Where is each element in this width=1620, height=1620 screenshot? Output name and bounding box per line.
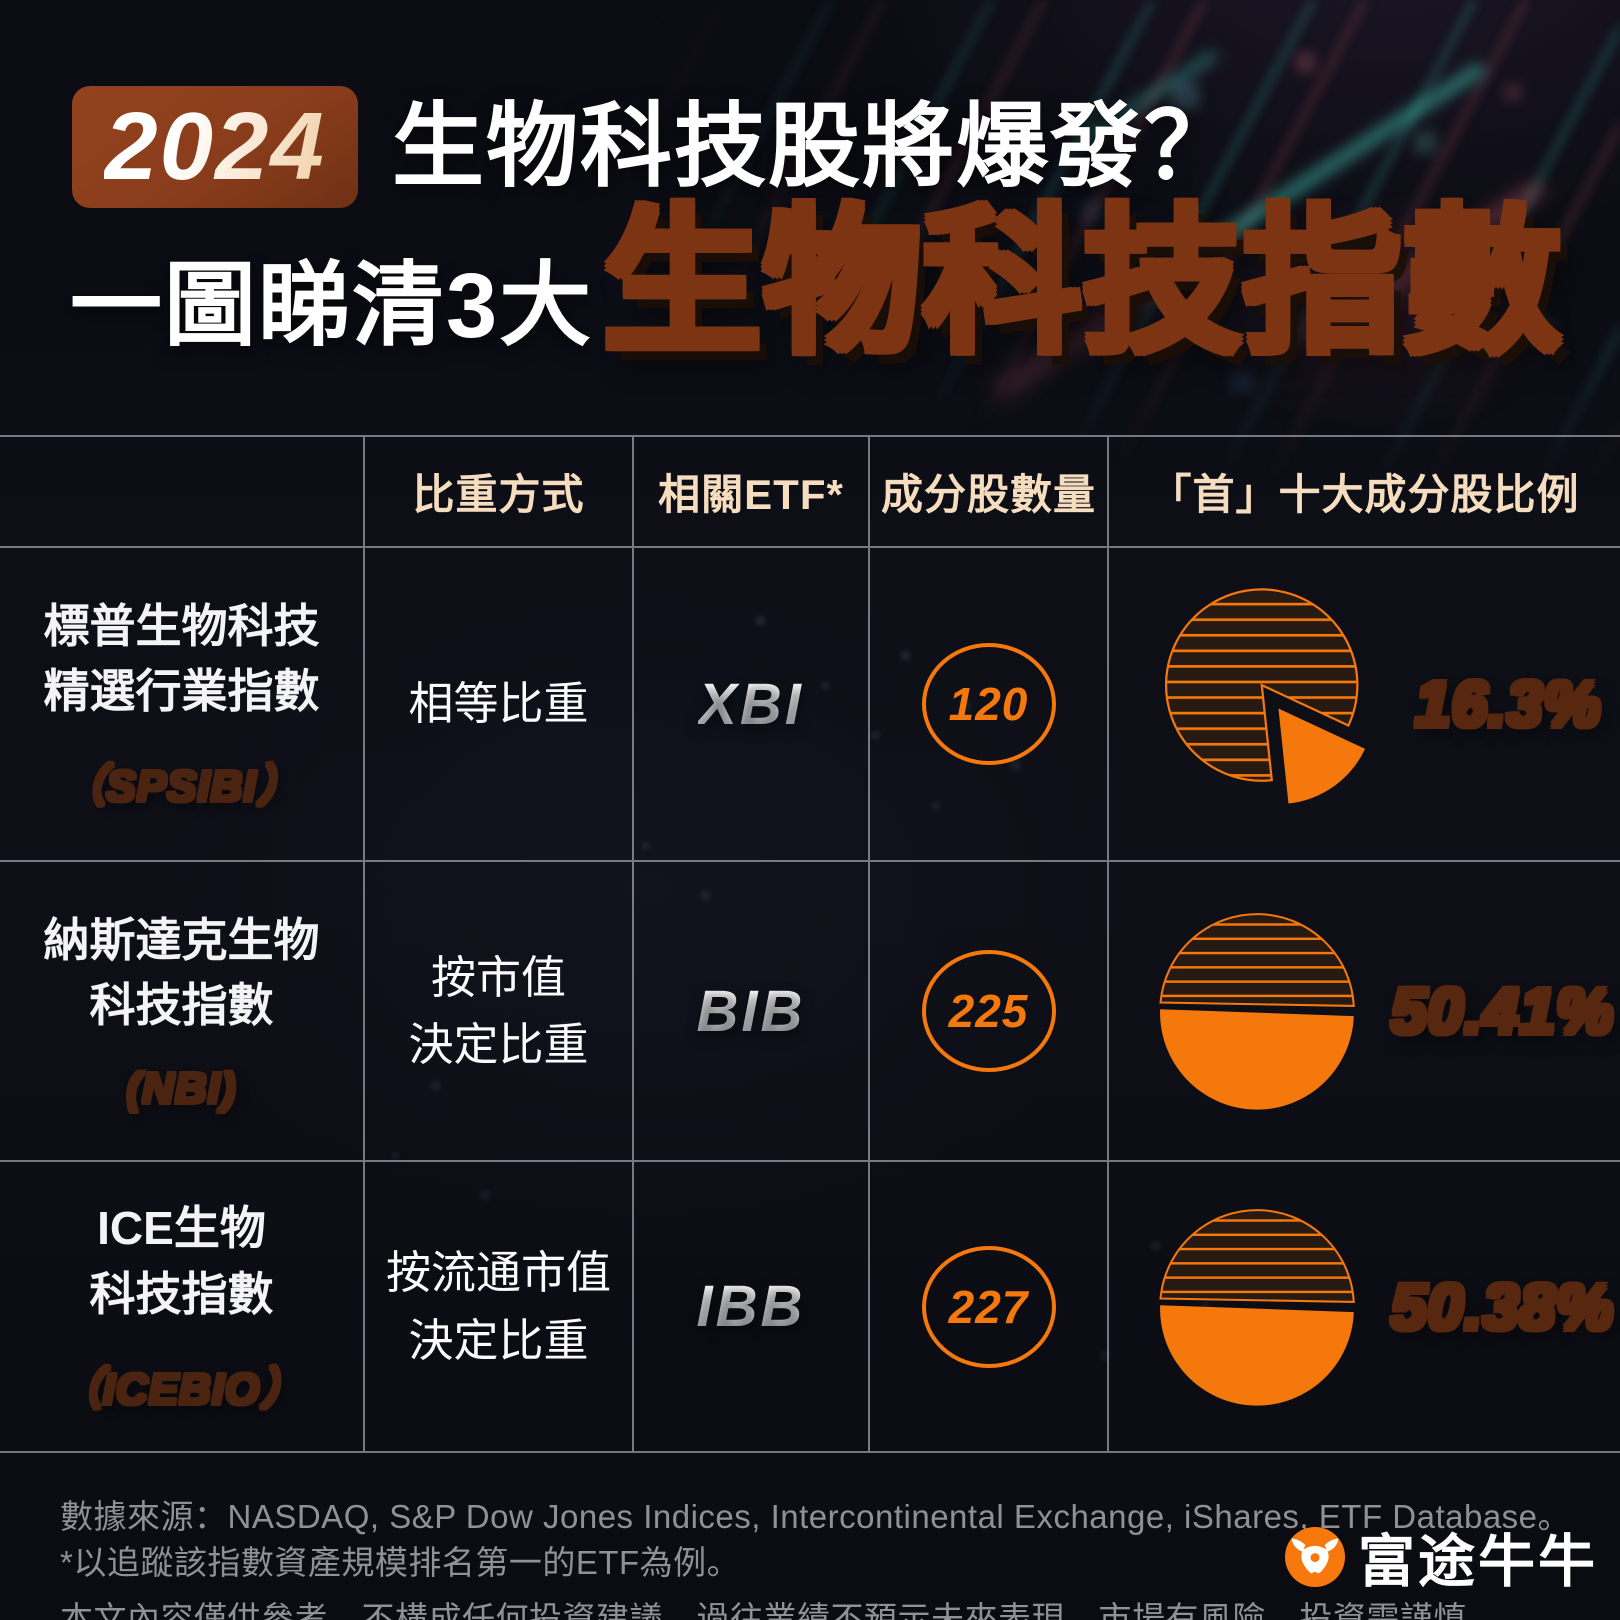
subheadline: 一圖睇清3大 生物科技指數 <box>70 198 1563 369</box>
index-name: 納斯達克生物 科技指數 <box>43 913 320 1031</box>
index-code: （SPSIBI） <box>61 750 301 814</box>
year-badge-text: 2024 <box>104 93 326 200</box>
disclaimer-note: 本文內容僅供參考，不構成任何投資建議。過往業績不預示未來表現，市場有風險，投資需… <box>60 1600 1501 1620</box>
table-row-nbi: 納斯達克生物 科技指數 (NBI) 按市值 決定比重 BIB 225 50.41… <box>0 862 1620 1162</box>
etf-ticker: IBB <box>696 1274 806 1339</box>
weighting-text: 相等比重 <box>408 678 589 730</box>
index-name-cell: ICE生物 科技指數 （ICEBIO） <box>0 1162 363 1451</box>
etf-cell: IBB <box>632 1162 868 1451</box>
pie-remainder-hatched <box>1159 1208 1355 1303</box>
top10-percentage: 50.41% <box>1391 975 1615 1047</box>
header-cell-empty <box>0 437 363 546</box>
constituents-cell: 120 <box>868 548 1107 860</box>
subhead-highlight: 生物科技指數 <box>603 195 1564 371</box>
top10-cell: 50.41% <box>1107 862 1620 1160</box>
etf-cell: BIB <box>632 862 868 1160</box>
headline: 生物科技股將爆發？ <box>392 96 1239 198</box>
constituents-cell: 227 <box>868 1162 1107 1451</box>
pie-top10-half <box>1160 1304 1354 1406</box>
table-header-row: 比重方式 相關ETF* 成分股數量 「首」十大成分股比例 <box>0 437 1620 548</box>
weighting-cell: 相等比重 <box>363 548 632 860</box>
header-label-top10: 「首」十大成分股比例 <box>1149 471 1580 518</box>
header-label-weighting: 比重方式 <box>412 471 585 518</box>
pie-chart-icebio <box>1159 1208 1355 1406</box>
futu-logo: 富途牛牛 <box>1285 1516 1598 1598</box>
index-name-cell: 納斯達克生物 科技指數 (NBI) <box>0 862 363 1160</box>
pie-top10-half <box>1160 1009 1354 1110</box>
header-cell-constituents: 成分股數量 <box>868 437 1107 546</box>
index-code: （ICEBIO） <box>58 1353 306 1417</box>
weighting-cell: 按市值 決定比重 <box>363 862 632 1160</box>
year-badge: 2024 <box>72 86 358 208</box>
header-label-etf: 相關ETF* <box>658 471 844 518</box>
constituent-count: 227 <box>948 1280 1029 1333</box>
top10-cell: 16.3% <box>1107 548 1620 860</box>
table-row-spsibi: 標普生物科技 精選行業指數 （SPSIBI） 相等比重 XBI 120 <box>0 548 1620 862</box>
top10-percentage: 16.3% <box>1415 668 1602 740</box>
constituents-cell: 225 <box>868 862 1107 1160</box>
pie-top10-wedge <box>1278 708 1366 804</box>
futu-logo-text: 富途牛牛 <box>1358 1530 1598 1594</box>
constituent-count-circle: 225 <box>921 950 1056 1072</box>
table-row-icebio: ICE生物 科技指數 （ICEBIO） 按流通市值 決定比重 IBB 227 5… <box>0 1162 1620 1453</box>
header-cell-etf: 相關ETF* <box>632 437 868 546</box>
header-cell-top10: 「首」十大成分股比例 <box>1107 437 1620 546</box>
constituent-count-circle: 120 <box>921 643 1056 765</box>
constituent-count: 225 <box>948 985 1029 1037</box>
weighting-text: 按流通市值 決定比重 <box>385 1247 611 1366</box>
pie-chart-spsibi <box>1164 588 1366 804</box>
pie-chart-nbi <box>1159 913 1355 1110</box>
subhead-prefix: 一圖睇清3大 <box>70 255 594 357</box>
bokeh-lights <box>0 0 1 1</box>
etf-ticker: BIB <box>696 978 806 1044</box>
etf-ticker: XBI <box>698 671 804 737</box>
futu-bull-icon <box>1285 1527 1345 1587</box>
top10-percentage: 50.38% <box>1391 1270 1615 1343</box>
weighting-cell: 按流通市值 決定比重 <box>363 1162 632 1451</box>
index-name: 標普生物科技 精選行業指數 <box>43 599 320 717</box>
constituent-count-circle: 227 <box>921 1245 1056 1368</box>
header-cell-weighting: 比重方式 <box>363 437 632 546</box>
index-name-cell: 標普生物科技 精選行業指數 （SPSIBI） <box>0 548 363 860</box>
index-name: ICE生物 科技指數 <box>89 1202 274 1320</box>
etf-selection-note: *以追蹤該指數資產規模排名第一的ETF為例。 <box>60 1544 741 1581</box>
index-code: (NBI) <box>126 1064 237 1114</box>
pie-remainder-hatched <box>1159 913 1355 1007</box>
etf-cell: XBI <box>632 548 868 860</box>
footer-notes: 數據來源：NASDAQ, S&P Dow Jones Indices, Inte… <box>60 1494 1571 1620</box>
constituent-count: 120 <box>948 678 1029 730</box>
weighting-text: 按市值 決定比重 <box>408 951 589 1071</box>
particle-dust <box>0 0 1 1</box>
pie-remainder-hatched <box>1164 588 1359 782</box>
header-label-constituents: 成分股數量 <box>880 471 1096 518</box>
index-comparison-table: 比重方式 相關ETF* 成分股數量 「首」十大成分股比例 標普生物科技 精選行業… <box>0 435 1620 1453</box>
top10-cell: 50.38% <box>1107 1162 1620 1451</box>
